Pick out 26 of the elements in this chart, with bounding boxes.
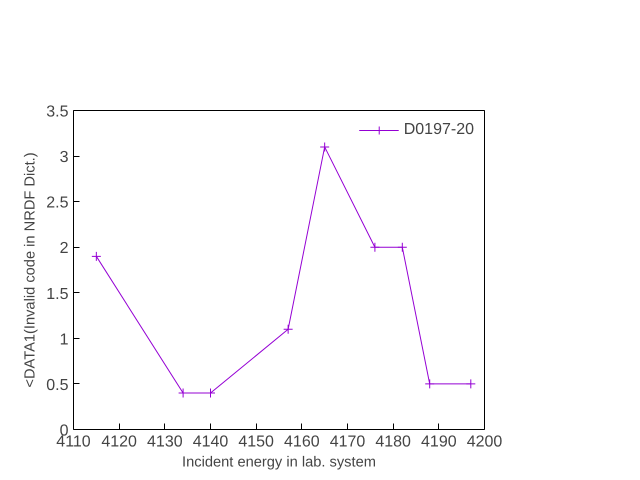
point [397, 242, 408, 252]
legend-label: D0197-20 [404, 121, 474, 139]
y-tick-label: 2 [60, 240, 69, 258]
point [370, 242, 380, 252]
x-tick-label: 4120 [101, 434, 138, 450]
point [466, 378, 476, 389]
x-tick-label: 4130 [147, 434, 183, 450]
y-tick-label: 3.5 [46, 104, 69, 120]
x-tick-label: 4190 [421, 434, 457, 450]
point [424, 378, 435, 389]
y-axis-title: <DATA1(Invalid code in NRDF Dict.) [22, 152, 38, 388]
y-tick-label: 0.5 [46, 376, 69, 394]
x-tick-label: 4200 [466, 434, 502, 450]
x-tick-label: 4160 [284, 434, 320, 450]
x-axis-title: Incident energy in lab. system [182, 454, 376, 470]
x-tick-label: 4170 [330, 434, 366, 450]
y-tick-label: 1.5 [46, 286, 69, 303]
point [283, 324, 294, 334]
x-tick-label: 4180 [375, 434, 412, 450]
y-tick-label: 2.5 [46, 194, 69, 212]
x-tick-label: 4150 [238, 434, 274, 450]
y-tick-label: 1 [60, 331, 69, 348]
x-tick-label: 4140 [192, 434, 228, 450]
y-tick-label: 3 [60, 149, 69, 166]
point [320, 142, 330, 152]
point [91, 251, 102, 262]
